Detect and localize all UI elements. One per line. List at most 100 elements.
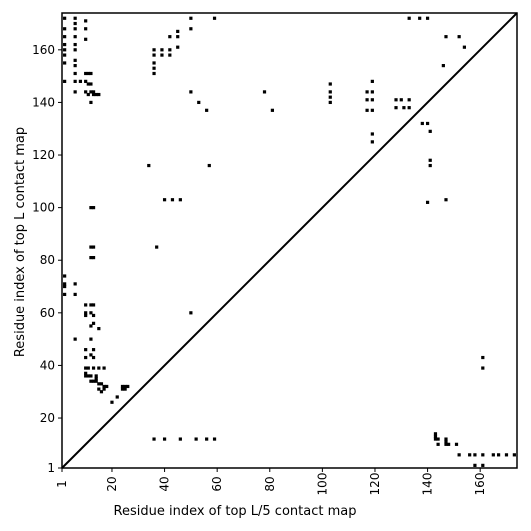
contact-point — [91, 92, 96, 97]
contact-point — [399, 98, 403, 102]
contact-point — [176, 35, 180, 39]
contact-point — [481, 366, 485, 370]
contact-point — [189, 16, 193, 20]
contact-point — [84, 355, 88, 360]
contact-point — [205, 108, 209, 112]
contact-point — [370, 98, 374, 102]
contact-point — [63, 274, 67, 278]
contact-point — [370, 90, 374, 94]
contact-point — [63, 42, 67, 47]
contact-point — [168, 35, 172, 39]
contact-point — [63, 35, 67, 39]
contact-point — [89, 337, 93, 341]
x-tick-label: 140 — [421, 473, 435, 496]
y-tick-label: 160 — [32, 43, 55, 57]
contact-point — [425, 16, 430, 20]
contact-point — [433, 434, 438, 439]
contact-point — [462, 45, 466, 49]
contact-point — [205, 437, 209, 441]
contact-point — [147, 163, 151, 168]
diagonal-line — [61, 12, 518, 469]
contact-point — [152, 437, 156, 441]
contact-point — [91, 90, 96, 94]
contact-point — [73, 35, 77, 39]
contact-point — [447, 442, 451, 446]
contact-point — [473, 453, 477, 457]
y-tick-label: 100 — [32, 201, 55, 215]
contact-point — [73, 337, 77, 341]
contact-point — [86, 71, 90, 76]
contact-point — [328, 95, 332, 99]
contact-point — [189, 27, 193, 31]
contact-point — [86, 366, 90, 370]
contact-point — [152, 53, 156, 57]
contact-point — [84, 71, 88, 76]
x-tick-label: 80 — [263, 476, 277, 491]
contact-point — [89, 71, 93, 76]
contact-point — [155, 245, 159, 249]
contact-point — [504, 453, 509, 457]
contact-point — [444, 35, 448, 39]
contact-point — [63, 292, 67, 297]
contact-point — [428, 129, 432, 133]
contact-point — [433, 432, 438, 436]
contact-point — [63, 61, 67, 65]
contact-point — [91, 255, 96, 260]
contact-point — [407, 98, 411, 102]
contact-point — [89, 245, 93, 249]
contact-point — [152, 71, 156, 76]
contact-point — [84, 303, 88, 307]
contact-point — [94, 374, 98, 378]
contact-point — [102, 387, 106, 391]
contact-point — [365, 98, 369, 102]
contact-point — [436, 442, 440, 446]
contact-point — [73, 79, 77, 83]
contact-point — [97, 327, 101, 331]
contact-point — [89, 379, 93, 383]
contact-point — [444, 198, 448, 202]
y-tick-label: 120 — [32, 148, 55, 162]
plot-frame — [61, 12, 518, 469]
contact-point — [89, 303, 93, 307]
contact-point — [428, 158, 432, 162]
contact-point — [115, 395, 119, 399]
x-axis: 1 20 40 60 80 100 120 140 160 — [55, 468, 487, 495]
contact-point — [418, 16, 422, 20]
contact-point — [457, 453, 461, 457]
contact-point — [123, 387, 127, 391]
contact-point — [99, 382, 104, 386]
y-axis-title: Residue index of top L contact map — [13, 127, 28, 357]
contact-point — [89, 100, 93, 105]
contact-point — [160, 53, 164, 57]
contact-point — [194, 437, 198, 441]
y-tick-label: 20 — [40, 411, 55, 425]
x-tick-label: 60 — [210, 476, 224, 491]
contact-point — [97, 92, 101, 97]
contact-points-layer — [63, 16, 516, 467]
contact-point — [84, 311, 88, 315]
contact-point — [73, 282, 77, 286]
contact-point — [84, 90, 88, 94]
contact-point — [468, 453, 472, 457]
x-tick-label: 1 — [55, 480, 69, 488]
contact-point — [89, 311, 93, 315]
contact-point — [123, 384, 127, 389]
contact-point — [73, 42, 77, 47]
contact-point — [370, 108, 374, 112]
contact-point — [212, 16, 217, 20]
contact-point — [433, 437, 438, 441]
contact-point — [63, 79, 67, 83]
contact-point — [328, 82, 332, 86]
contact-point — [207, 163, 211, 168]
contact-point — [394, 98, 398, 102]
contact-point — [73, 27, 77, 31]
contact-point — [73, 64, 77, 68]
contact-point — [91, 313, 96, 318]
contact-point — [441, 64, 445, 68]
contact-point — [178, 198, 182, 202]
x-axis-title: Residue index of top L/5 contact map — [114, 504, 357, 519]
x-tick-label: 120 — [368, 473, 382, 496]
x-tick-label: 100 — [315, 473, 329, 496]
contact-point — [481, 453, 485, 457]
contact-point — [436, 437, 440, 441]
